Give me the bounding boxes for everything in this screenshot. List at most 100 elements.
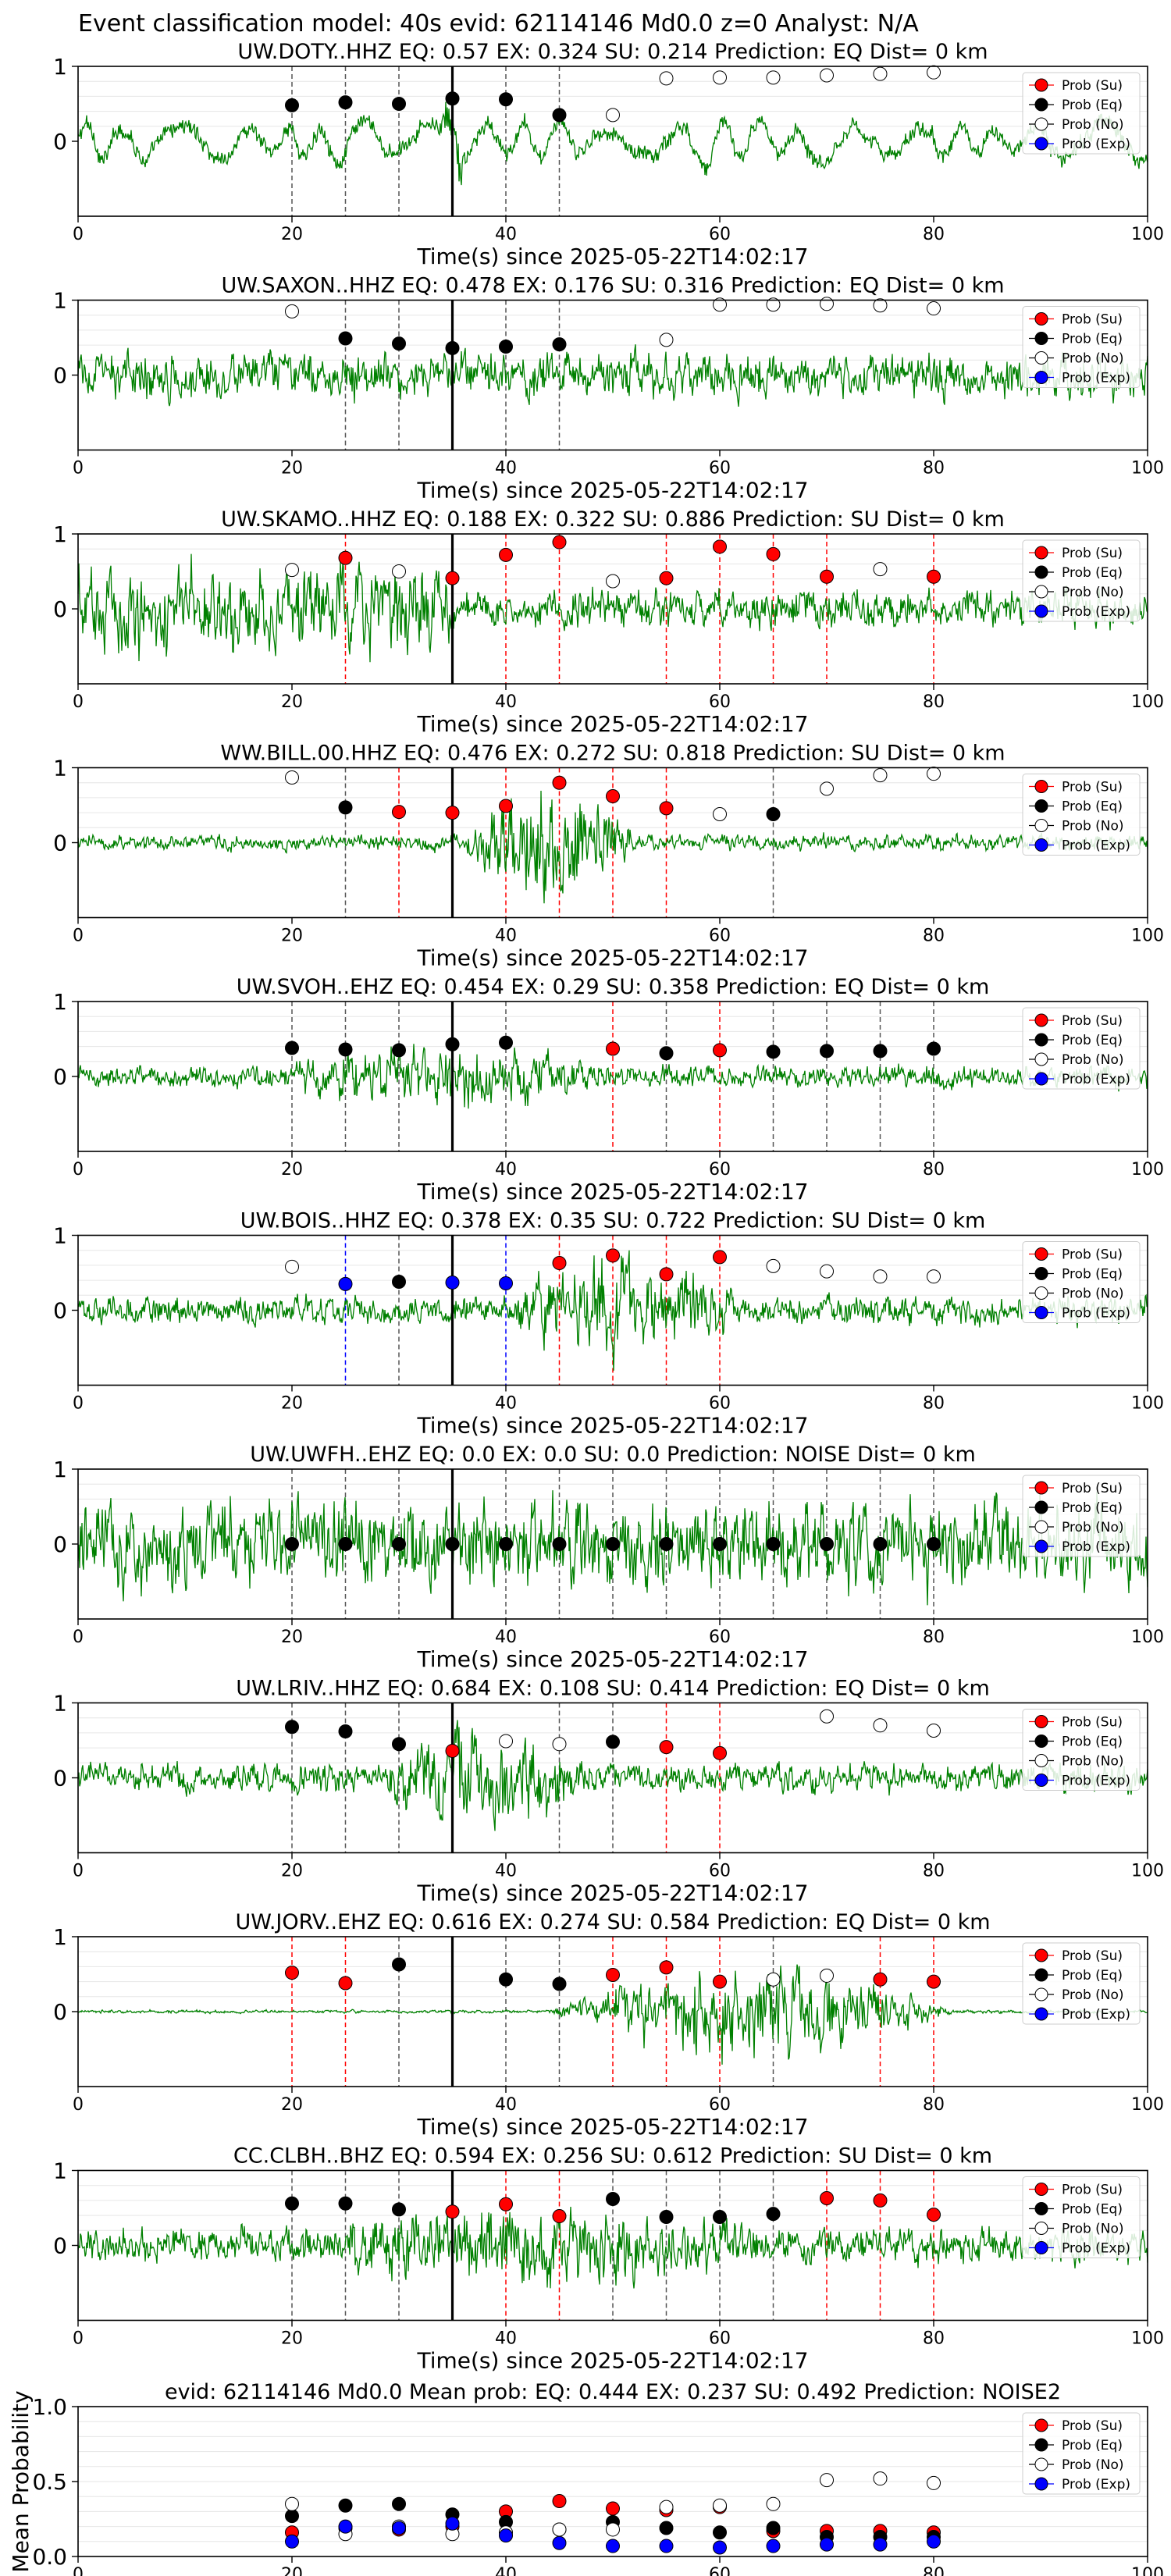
legend-marker-no bbox=[1034, 2457, 1048, 2471]
legend-marker-no bbox=[1034, 819, 1048, 832]
y-tick-label: 0 bbox=[53, 2233, 67, 2259]
mean-prob-marker-eq bbox=[766, 2521, 781, 2535]
legend-box bbox=[1022, 1709, 1141, 1791]
prob-marker-eq bbox=[766, 807, 781, 822]
prob-marker-eq bbox=[445, 91, 460, 106]
prob-marker-eq bbox=[338, 95, 353, 110]
prob-marker-eq bbox=[499, 1972, 513, 1987]
prob-marker-su bbox=[552, 535, 567, 550]
legend-box bbox=[1022, 1942, 1141, 2025]
prob-marker-no bbox=[927, 1724, 941, 1738]
x-axis-label: Time(s) since 2025-05-22T14:02:17 bbox=[416, 1179, 808, 1204]
legend-marker-no bbox=[1034, 1052, 1048, 1066]
prob-marker-no bbox=[927, 301, 941, 316]
mean-prob-marker-exp bbox=[445, 2516, 460, 2531]
legend-marker-exp bbox=[1034, 137, 1048, 151]
legend-marker-exp bbox=[1034, 604, 1048, 618]
prob-marker-no bbox=[820, 1968, 834, 1983]
prob-marker-eq bbox=[392, 336, 406, 351]
legend-marker-su bbox=[1034, 2183, 1048, 2196]
waveform-trace bbox=[77, 1250, 1148, 1371]
legend-marker-exp bbox=[1034, 2241, 1048, 2254]
prob-marker-no bbox=[285, 1259, 299, 1274]
mean-prob-marker-no bbox=[552, 2522, 567, 2537]
mean-prob-marker-exp bbox=[392, 2521, 406, 2535]
prob-marker-eq bbox=[392, 1957, 406, 1972]
prob-marker-eq bbox=[338, 2196, 353, 2211]
prob-marker-no bbox=[766, 70, 781, 85]
prob-marker-no bbox=[927, 1269, 941, 1284]
mean-prob-marker-no bbox=[873, 2471, 888, 2486]
prob-marker-no bbox=[873, 768, 888, 783]
prob-marker-su bbox=[820, 569, 834, 584]
legend-label-eq: Prob (Eq) bbox=[1062, 1968, 1123, 1984]
prob-marker-su bbox=[713, 1745, 727, 1760]
prob-marker-eq bbox=[338, 331, 353, 346]
prob-marker-su bbox=[285, 1966, 299, 1980]
prob-marker-su bbox=[713, 539, 727, 554]
prob-marker-no bbox=[820, 1709, 834, 1724]
prob-marker-eq bbox=[392, 1275, 406, 1290]
station-panel: UW.BOIS..HHZ EQ: 0.378 EX: 0.35 SU: 0.72… bbox=[53, 1209, 1164, 1439]
legend-marker-exp bbox=[1034, 371, 1048, 384]
x-axis-label: Time(s) since 2025-05-22T14:02:17 bbox=[416, 478, 808, 503]
legend-marker-su bbox=[1034, 780, 1048, 793]
summary-panel: evid: 62114146 Md0.0 Mean prob: EQ: 0.44… bbox=[8, 2380, 1164, 2576]
prob-marker-eq bbox=[766, 1044, 781, 1059]
prob-marker-no bbox=[873, 562, 888, 577]
legend-marker-su bbox=[1034, 1013, 1048, 1027]
prob-marker-no bbox=[713, 807, 727, 822]
y-tick-label: 0 bbox=[53, 1766, 67, 1791]
prob-marker-eq bbox=[927, 1041, 941, 1056]
y-tick-label: 1 bbox=[53, 1924, 67, 1950]
x-tick-label: 60 bbox=[709, 692, 731, 712]
prob-marker-su bbox=[713, 1974, 727, 1989]
prob-marker-su bbox=[445, 2204, 460, 2219]
panel-title: UW.JORV..EHZ EQ: 0.616 EX: 0.274 SU: 0.5… bbox=[235, 1910, 990, 1934]
waveform-trace bbox=[77, 1720, 1148, 1831]
legend-label-no: Prob (No) bbox=[1062, 2222, 1124, 2237]
legend-box bbox=[1022, 1475, 1141, 1557]
legend-marker-su bbox=[1034, 546, 1048, 560]
x-tick-label: 100 bbox=[1131, 1862, 1164, 1881]
prob-marker-su bbox=[445, 806, 460, 820]
prob-marker-eq bbox=[338, 800, 353, 815]
legend-label-no: Prob (No) bbox=[1062, 351, 1124, 367]
x-tick-label: 40 bbox=[495, 2329, 517, 2349]
mean-prob-marker-no bbox=[606, 2522, 620, 2537]
legend-marker-no bbox=[1034, 117, 1048, 131]
prob-marker-su bbox=[499, 2197, 513, 2211]
mean-prob-marker-eq bbox=[338, 2498, 353, 2513]
legend-marker-su bbox=[1034, 1481, 1048, 1495]
legend-label-exp: Prob (Exp) bbox=[1062, 1774, 1130, 1789]
y-tick-label: 1 bbox=[53, 521, 67, 547]
waveform-trace bbox=[77, 101, 1148, 186]
y-tick-label: 1 bbox=[53, 288, 67, 314]
waveform-trace bbox=[77, 344, 1148, 407]
prob-marker-su bbox=[552, 2209, 567, 2224]
y-tick-label: 1 bbox=[53, 1691, 67, 1717]
y-tick-label: 1 bbox=[53, 54, 67, 80]
prob-marker-eq bbox=[552, 1976, 567, 1991]
prob-marker-no bbox=[820, 781, 834, 796]
mean-prob-marker-exp bbox=[713, 2540, 727, 2555]
x-axis-label: Time(s) since 2025-05-22T14:02:17 bbox=[416, 945, 808, 971]
legend-box bbox=[1022, 1007, 1141, 1090]
prob-marker-eq bbox=[659, 1046, 674, 1061]
prob-marker-exp bbox=[338, 1276, 353, 1291]
y-tick-label: 0 bbox=[53, 596, 67, 622]
x-tick-label: 0 bbox=[73, 2565, 84, 2576]
x-tick-label: 40 bbox=[495, 2095, 517, 2115]
mean-prob-marker-su bbox=[606, 2501, 620, 2516]
x-tick-label: 40 bbox=[495, 1394, 517, 1414]
legend-label-su: Prob (Su) bbox=[1062, 2183, 1123, 2198]
legend-label-eq: Prob (Eq) bbox=[1062, 1500, 1123, 1516]
panel-title: UW.UWFH..EHZ EQ: 0.0 EX: 0.0 SU: 0.0 Pre… bbox=[250, 1443, 976, 1467]
legend-label-su: Prob (Su) bbox=[1062, 312, 1123, 328]
x-tick-label: 100 bbox=[1131, 2095, 1164, 2115]
station-panel: UW.SKAMO..HHZ EQ: 0.188 EX: 0.322 SU: 0.… bbox=[53, 507, 1164, 737]
panel-title: evid: 62114146 Md0.0 Mean prob: EQ: 0.44… bbox=[165, 2380, 1061, 2404]
prob-marker-su bbox=[445, 571, 460, 585]
panel-title: UW.SKAMO..HHZ EQ: 0.188 EX: 0.322 SU: 0.… bbox=[221, 507, 1005, 532]
y-tick-label: 1 bbox=[53, 756, 67, 781]
